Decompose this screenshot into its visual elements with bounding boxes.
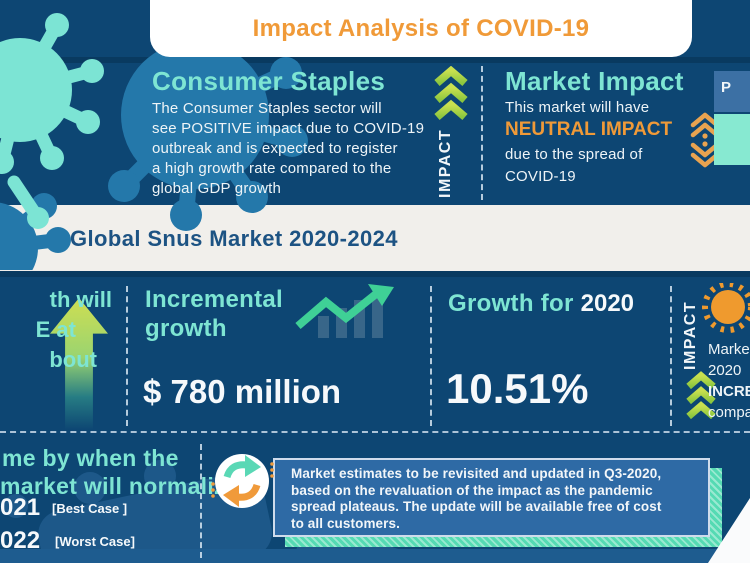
worst-case-year: 022 — [0, 527, 41, 554]
incremental-growth-value: $ 780 million — [143, 373, 342, 410]
neutral-impact-highlight: NEUTRAL IMPACT — [505, 119, 673, 140]
virus-illustration — [0, 8, 308, 270]
growth-label-year: 2020 — [580, 290, 635, 317]
trend-up-icon — [295, 284, 394, 338]
note-text-line: based on the revaluation of the impact a… — [291, 482, 653, 498]
refresh-icon — [211, 454, 274, 508]
dashed-divider — [0, 431, 750, 433]
neutral-arrows-icon — [690, 112, 720, 168]
consumer-staples-text-line: see POSITIVE impact due to COVID-19 — [152, 120, 425, 137]
consumer-staples-text-line: The Consumer Staples sector will — [152, 100, 382, 117]
consumer-staples-title: Consumer Staples — [152, 66, 386, 96]
right-stat-fragment: Marke — [708, 341, 750, 358]
market-impact-title: Market Impact — [505, 66, 684, 96]
legend-positive-box: P — [714, 71, 750, 112]
growth-2020-value: 10.51% — [446, 365, 589, 412]
market-title-band — [0, 205, 750, 271]
best-case-year: 021 — [0, 494, 41, 521]
note-text-line: to all customers. — [291, 515, 400, 531]
dotted-divider — [670, 286, 672, 426]
growth-2020-title: Growth for 2020 — [448, 290, 634, 318]
normalize-text-line: market will normalize — [0, 473, 239, 499]
left-stat-fragment: th will — [49, 287, 112, 312]
impact-vertical-label: IMPACT — [437, 128, 454, 198]
note-text-line: spread plateaus. The update will be avai… — [291, 499, 662, 514]
dotted-divider — [481, 66, 483, 200]
best-case-label: [Best Case ] — [52, 501, 128, 516]
left-stat-fragment: E at — [35, 317, 76, 342]
market-impact-text-line: COVID-19 — [505, 168, 576, 185]
consumer-staples-text-line: outbreak and is expected to register — [152, 140, 398, 157]
chevrons-up-icon — [434, 66, 468, 121]
market-impact-text-line: due to the spread of — [505, 146, 643, 163]
legend-positive-label: P — [721, 79, 732, 96]
consumer-staples-text-line: global GDP growth — [152, 180, 282, 197]
incremental-growth-title: Incremental — [145, 286, 284, 313]
left-stat-fragment: bout — [49, 347, 97, 372]
dotted-divider — [126, 286, 128, 426]
dotted-divider — [200, 444, 202, 558]
right-stat-fragment: compa — [708, 404, 750, 421]
footer-strip — [0, 549, 750, 563]
normalize-text-line: me by when the — [2, 445, 179, 471]
consumer-staples-text-line: a high growth rate compared to the — [152, 160, 392, 177]
header-divider — [0, 57, 750, 63]
market-title: Global Snus Market 2020-2024 — [70, 226, 398, 251]
right-stat-fragment: INCRE — [708, 383, 750, 400]
worst-case-label: [Worst Case] — [55, 534, 135, 549]
page-title: Impact Analysis of COVID-19 — [252, 14, 590, 42]
sun-virus-icon — [702, 283, 750, 333]
growth-label-prefix: Growth for — [448, 290, 581, 317]
market-impact-text-line: This market will have — [505, 99, 650, 116]
right-stat-fragment: 2020 — [708, 362, 742, 379]
dotted-divider — [430, 286, 432, 426]
header-title-box: Impact Analysis of COVID-19 — [150, 0, 692, 57]
note-box: Market estimates to be revisited and upd… — [273, 458, 710, 537]
impact-vertical-label: IMPACT — [682, 300, 699, 370]
chevrons-up-icon — [686, 371, 716, 420]
note-text-line: Market estimates to be revisited and upd… — [291, 466, 662, 481]
incremental-growth-title: growth — [145, 315, 227, 342]
band-divider — [0, 271, 750, 277]
legend-color-swatch — [714, 114, 750, 165]
